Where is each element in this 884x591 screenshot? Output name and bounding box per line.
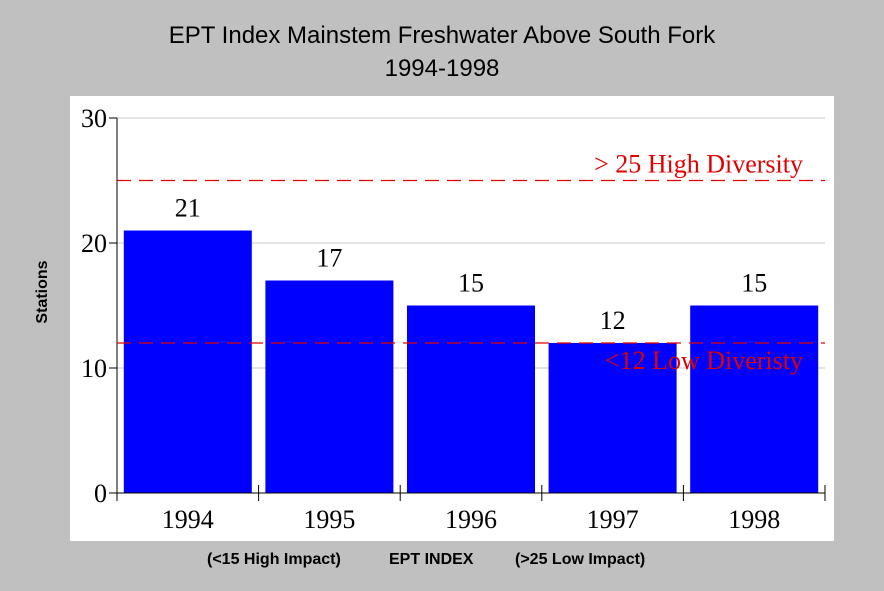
x-tick-label-1998: 1998 — [728, 505, 780, 534]
y-tick-label-10: 10 — [81, 354, 107, 383]
y-tick-label-20: 20 — [81, 229, 107, 258]
chart-subtitle: 1994-1998 — [384, 55, 500, 82]
chart-title: EPT Index Mainstem Freshwater Above Sout… — [168, 22, 716, 49]
x-axis-label-right: (>25 Low Impact) — [515, 551, 646, 568]
y-axis-label: Stations — [34, 260, 51, 324]
y-tick-label-0: 0 — [94, 479, 107, 508]
data-label-1994: 21 — [175, 194, 201, 223]
reference-label-12: <12 Low Diveristy — [605, 346, 803, 375]
x-tick-label-1996: 1996 — [445, 505, 497, 534]
bar-1997 — [548, 343, 677, 493]
bar-1998 — [690, 305, 819, 493]
data-label-1996: 15 — [458, 269, 484, 298]
x-tick-label-1994: 1994 — [162, 505, 214, 534]
bar-1994 — [123, 230, 252, 493]
bar-1995 — [265, 280, 394, 493]
x-axis-label-left: (<15 High Impact) — [207, 551, 341, 568]
data-label-1998: 15 — [741, 269, 767, 298]
bar-1996 — [407, 305, 535, 493]
x-tick-label-1995: 1995 — [303, 505, 355, 534]
data-label-1995: 17 — [316, 244, 342, 273]
data-label-1997: 12 — [600, 306, 626, 335]
reference-label-25: > 25 High Diversity — [594, 150, 803, 179]
x-tick-label-1997: 1997 — [587, 505, 639, 534]
x-axis-label: EPT INDEX — [389, 551, 474, 568]
y-tick-label-30: 30 — [81, 104, 107, 133]
